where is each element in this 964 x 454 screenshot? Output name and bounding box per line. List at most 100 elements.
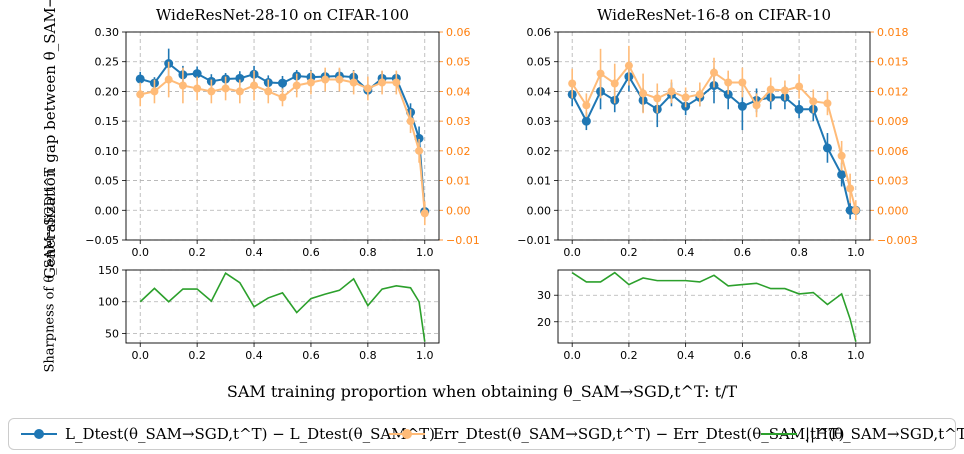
data-point (822, 143, 832, 153)
data-point (420, 209, 429, 218)
data-point (738, 78, 747, 87)
data-point (610, 79, 619, 88)
data-point (582, 101, 591, 110)
data-point (264, 87, 273, 96)
y-tick-label: 0.30 (95, 26, 120, 39)
data-point (795, 82, 804, 91)
data-point (710, 68, 718, 77)
y-tick-label: 100 (98, 296, 119, 309)
data-point (207, 87, 216, 96)
data-point (178, 81, 187, 90)
legend-entry-err-gap: Err_Dtest(θ_SAM→SGD,t^T) − Err_Dtest(θ_S… (389, 419, 844, 449)
panel-top-right: 0.0 0.2 0.4 0.6 0.8 1.0 −0.01 0.00 0.01 0.02 0.03 0… (517, 6, 917, 259)
data-point (695, 90, 704, 99)
x-tick-label: 1.0 (416, 246, 434, 259)
data-point (221, 84, 230, 93)
panel-bottom-left: 0.0 0.2 0.4 0.6 0.8 1.0 50 100 150 (98, 264, 440, 362)
y-tick-label: 30 (537, 289, 551, 302)
x-tick-label: 0.4 (677, 246, 695, 259)
y-right-tick-label: 0.02 (446, 145, 471, 158)
x-tick-label: 0.8 (359, 349, 377, 362)
axes-frame (557, 31, 871, 241)
y-right-tick-label: 0.03 (446, 115, 471, 128)
data-point (667, 87, 676, 96)
y-tick-label: 0.04 (527, 85, 552, 98)
data-point (164, 75, 173, 84)
y-tick-label: 20 (537, 316, 551, 329)
y-tick-label: 0.05 (527, 56, 552, 69)
x-tick-label: 0.0 (131, 246, 149, 259)
y-right-tick-label: 0.05 (446, 56, 471, 69)
y-right-tick-label: 0.000 (877, 204, 909, 217)
y-right-tick-label: −0.003 (877, 234, 918, 247)
data-point (653, 94, 662, 103)
data-point (250, 81, 259, 90)
x-tick-label: 0.8 (359, 246, 377, 259)
x-tick-label: 0.0 (563, 349, 581, 362)
data-point (278, 78, 287, 88)
x-tick-label: 0.2 (620, 246, 638, 259)
x-axis-label: SAM training proportion when obtaining θ… (226, 382, 738, 401)
data-point (406, 117, 415, 126)
data-point (235, 73, 245, 83)
data-point (851, 206, 860, 215)
y-right-tick-label: 0.009 (877, 115, 909, 128)
series-line (571, 74, 856, 212)
y-tick-label: 0.03 (527, 115, 552, 128)
data-point (837, 170, 847, 180)
y-tick-label: −0.05 (85, 234, 119, 247)
data-point (766, 85, 775, 94)
panel-top-left: 0.0 0.2 0.4 0.6 0.8 1.0 −0.05 0.00 0.05 0.10 0.15 0… (85, 6, 479, 259)
y-tick-label: 0.20 (95, 85, 120, 98)
data-point (363, 84, 372, 93)
axes-frame (125, 31, 440, 241)
data-point (192, 69, 202, 79)
data-point (235, 87, 244, 96)
data-point (136, 90, 145, 99)
data-point (724, 78, 733, 87)
y-tick-label: 0.00 (95, 204, 120, 217)
y-tick-label: 0.01 (527, 175, 552, 188)
data-point (809, 97, 818, 106)
y-tick-label: 0.25 (95, 56, 120, 69)
y-right-tick-label: 0.01 (446, 175, 471, 188)
x-tick-label: 0.6 (734, 246, 752, 259)
x-tick-label: 0.0 (563, 246, 581, 259)
data-point (335, 75, 344, 84)
legend-swatch-loss-gap (21, 426, 57, 442)
axes-frame (125, 269, 440, 344)
series-line (139, 62, 426, 212)
x-tick-label: 1.0 (416, 349, 434, 362)
data-point (415, 146, 424, 155)
y-right-tick-label: 0.018 (877, 26, 909, 39)
y-right-tick-label: 0.015 (877, 56, 909, 69)
data-point (681, 93, 690, 102)
series-line (571, 63, 857, 211)
data-point (321, 75, 330, 84)
x-tick-label: 0.2 (620, 349, 638, 362)
data-point (823, 99, 832, 108)
y-tick-label: 0.10 (95, 145, 120, 158)
legend-label-loss-gap: L_Dtest(θ_SAM→SGD,t^T) − L_Dtest(θ_SAM^T… (65, 425, 436, 443)
panel-title: WideResNet-28-10 on CIFAR-100 (156, 6, 409, 24)
legend-entry-sharpness: ||H(θ_SAM→SGD,t^T)||_2 (761, 419, 964, 449)
x-tick-label: 0.4 (245, 246, 263, 259)
data-point (780, 86, 789, 95)
y-tick-label: 0.05 (95, 175, 120, 188)
y-right-tick-label: 0.006 (877, 145, 909, 158)
data-point (596, 69, 605, 78)
data-point (150, 87, 159, 96)
legend-label-err-gap: Err_Dtest(θ_SAM→SGD,t^T) − Err_Dtest(θ_S… (433, 425, 845, 443)
y-right-tick-label: 0.06 (446, 26, 471, 39)
x-tick-label: 0.6 (302, 349, 320, 362)
x-tick-label: 0.4 (677, 349, 695, 362)
x-tick-label: 1.0 (847, 349, 865, 362)
y-right-tick-label: 0.04 (446, 85, 471, 98)
data-point (624, 61, 633, 70)
legend-label-sharpness: ||H(θ_SAM→SGD,t^T)||_2 (805, 425, 964, 443)
x-tick-label: 0.4 (245, 349, 263, 362)
y-tick-label: 0.00 (527, 204, 552, 217)
legend-swatch-sharpness (761, 426, 797, 442)
y-right-tick-label: −0.01 (446, 234, 480, 247)
